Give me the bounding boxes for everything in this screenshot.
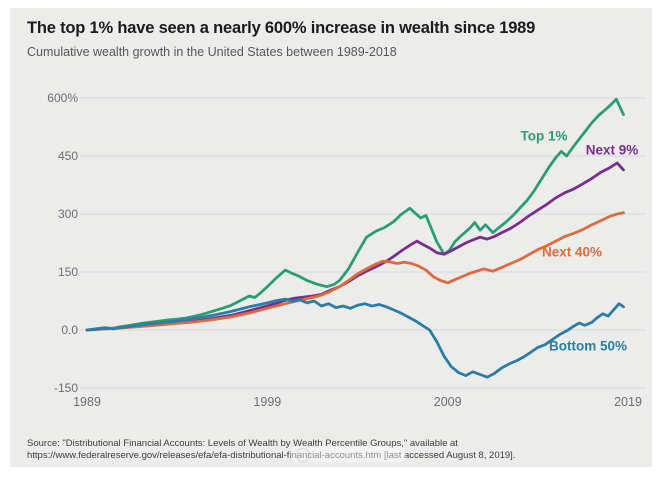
series-label-0: Top 1% [520, 128, 568, 144]
series-label-3: Bottom 50% [548, 338, 628, 354]
y-axis-tick-label: -150 [53, 381, 78, 395]
chart-title: The top 1% have seen a nearly 600% incre… [27, 19, 536, 37]
y-axis-tick-label: 150 [57, 265, 78, 279]
series-line-0 [85, 97, 625, 332]
y-axis-tick-label: 0.0 [61, 323, 78, 337]
x-axis-tick-label: 2009 [433, 395, 462, 409]
y-axis-tick-label: 300 [57, 207, 78, 221]
source-citation-line-1: Source: "Distributional Financial Accoun… [27, 438, 458, 449]
chart-subtitle: Cumulative wealth growth in the United S… [27, 45, 397, 59]
y-axis-tick-label: 600% [47, 91, 78, 105]
y-axis-tick-label: 450 [57, 149, 78, 163]
chart-card [10, 8, 652, 467]
x-axis-tick-label: 2019 [614, 395, 642, 409]
series-line-3 [85, 297, 625, 379]
series-label-1: Next 9% [585, 142, 639, 158]
series-line-1 [85, 161, 625, 332]
x-axis-tick-label: 1999 [253, 395, 282, 409]
faint-watermark-overlay [290, 446, 406, 462]
source-citation-line-2: https://www.federalreserve.gov/releases/… [27, 450, 516, 461]
x-axis-tick-label: 1989 [73, 395, 101, 409]
watermark-circle-icon [296, 448, 310, 462]
series-label-2: Next 40% [541, 244, 603, 260]
series-line-2 [85, 211, 625, 332]
